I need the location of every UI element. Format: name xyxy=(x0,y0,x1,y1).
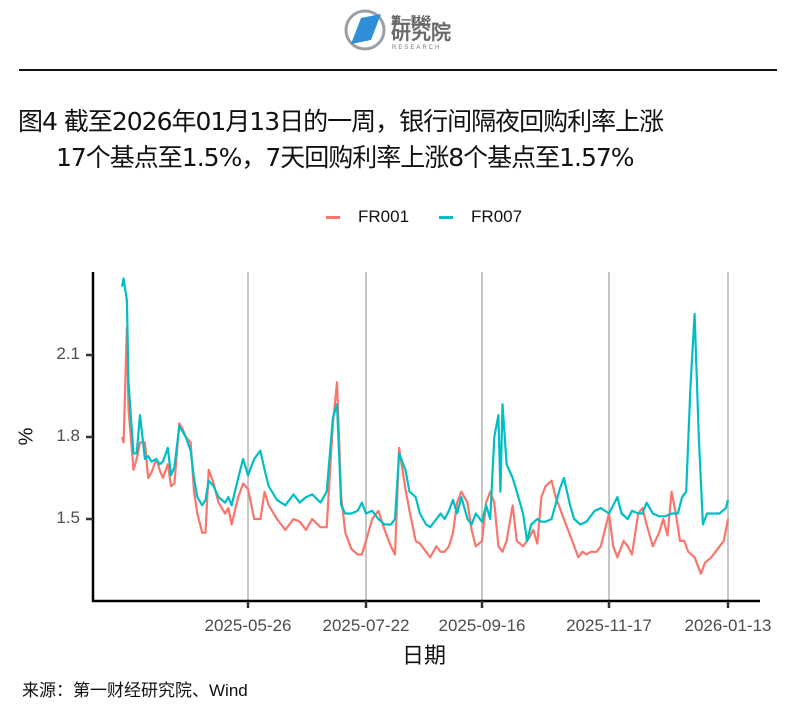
x-tick-label: 2026-01-13 xyxy=(684,616,772,635)
legend-label-fr007: FR007 xyxy=(471,207,523,226)
source-note: 来源：第一财经研究院、Wind xyxy=(22,681,248,700)
legend-key-fr001 xyxy=(326,215,340,219)
series-lines xyxy=(120,277,730,575)
y-tick-label: 2.1 xyxy=(56,344,80,363)
diamond-circle-logo-icon xyxy=(344,9,386,51)
x-tick-label: 2025-05-26 xyxy=(204,616,292,635)
logo-big-text: 研究院 xyxy=(391,22,451,44)
x-tick-label: 2025-11-17 xyxy=(566,616,652,635)
y-axis-label: % xyxy=(15,427,38,446)
chart-title-line2: 17个基点至1.5%，7天回购利率上涨8个基点至1.57% xyxy=(56,143,635,172)
x-tick-label: 2025-07-22 xyxy=(322,616,410,635)
y-tick-label: 1.8 xyxy=(56,426,80,445)
legend-label-fr001: FR001 xyxy=(358,207,410,226)
legend-item-fr001: FR001 xyxy=(326,207,409,227)
legend-key-fr007 xyxy=(439,215,454,219)
legend: FR001 FR007 xyxy=(326,204,552,230)
header-divider xyxy=(19,69,777,71)
x-axis-label: 日期 xyxy=(402,643,447,668)
legend-item-fr007: FR007 xyxy=(439,207,522,227)
series-line-fr001 xyxy=(120,326,730,575)
axis-ticks xyxy=(86,353,730,608)
logo-en-text: RESEARCH xyxy=(392,45,442,51)
logo-small-text: 第一财经 xyxy=(391,16,431,27)
chart-title: 图4 截至2026年01月13日的一周，银行间隔夜回购利率上涨 17个基点至1.… xyxy=(18,104,664,176)
logo: 第一财经 研究院 RESEARCH xyxy=(343,6,458,56)
x-gridlines xyxy=(247,272,729,601)
x-tick-label: 2025-09-16 xyxy=(438,616,526,635)
series-line-fr007 xyxy=(120,277,730,543)
chart-title-line1: 图4 截至2026年01月13日的一周，银行间隔夜回购利率上涨 xyxy=(18,107,664,136)
y-tick-label: 1.5 xyxy=(56,508,80,527)
